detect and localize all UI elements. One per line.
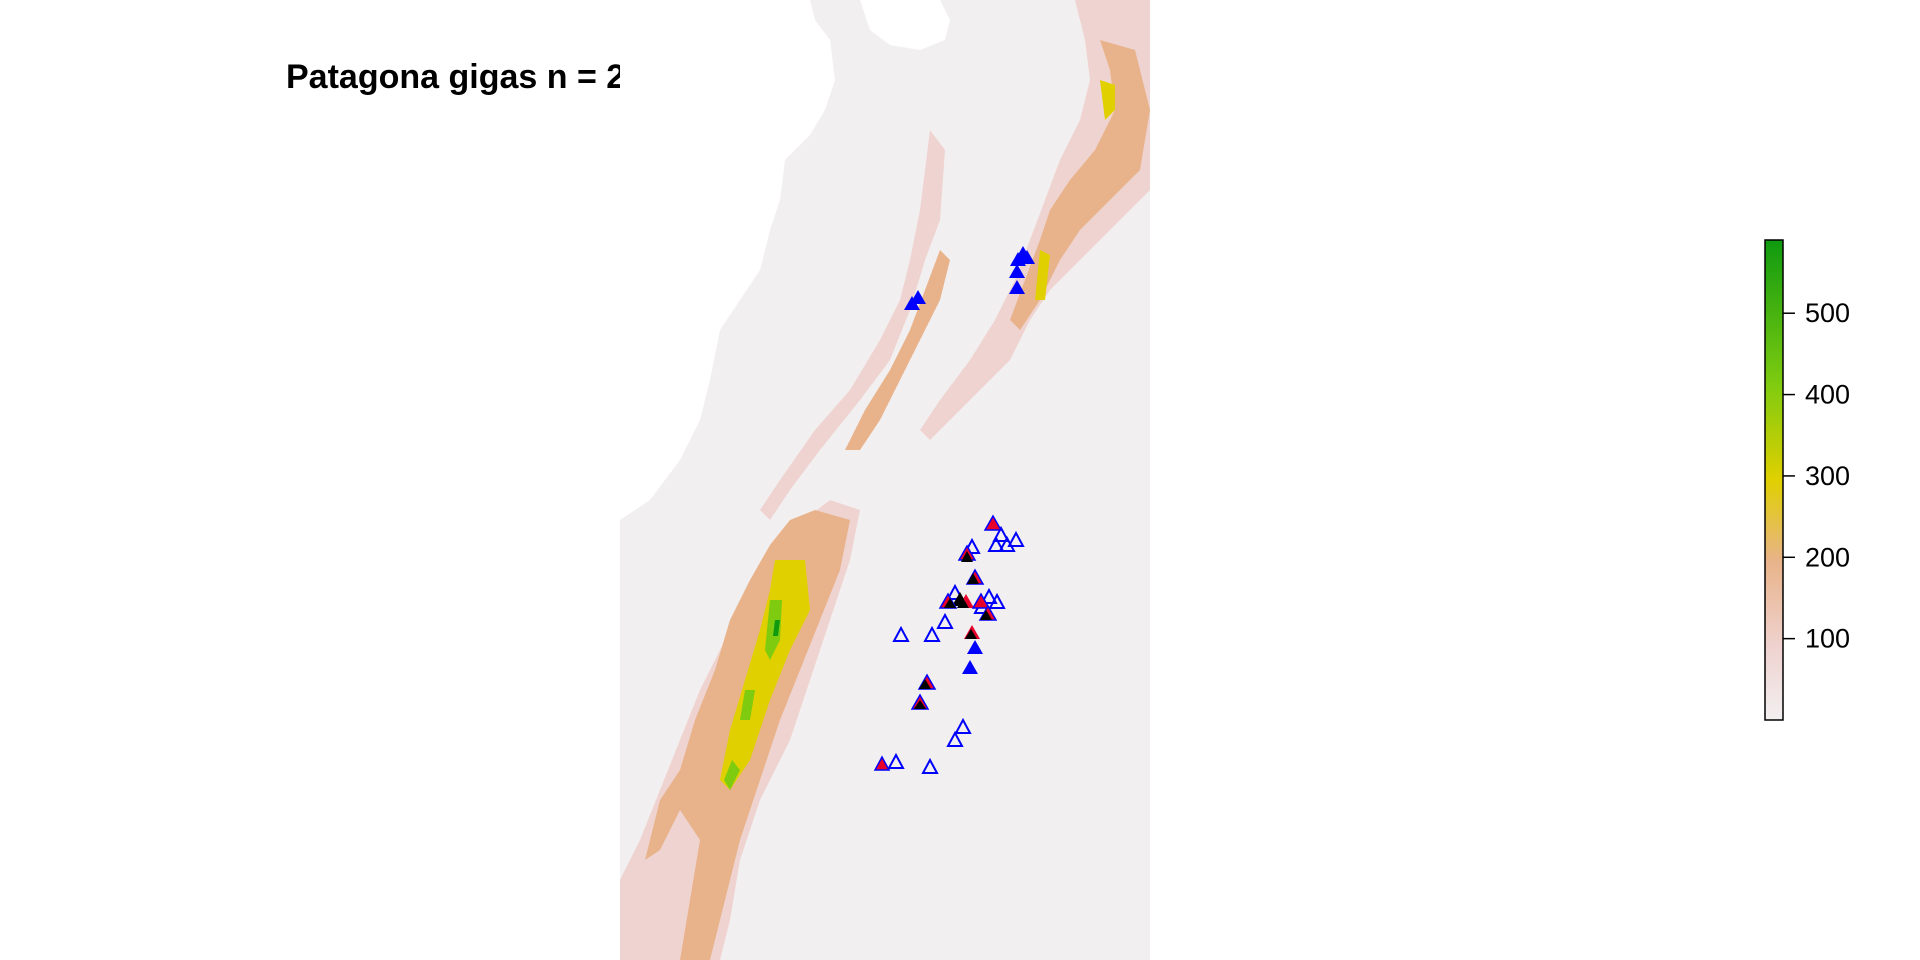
central-cordillera bbox=[760, 130, 945, 520]
filled-blue-points bbox=[904, 246, 1035, 674]
southern-andes-peak bbox=[724, 600, 782, 790]
no-data-area-top bbox=[860, 0, 950, 50]
red-black-points bbox=[873, 514, 1003, 771]
central-cordillera-core bbox=[845, 250, 950, 450]
legend-tick-label: 300 bbox=[1805, 461, 1850, 491]
legend-tick-label: 200 bbox=[1805, 542, 1850, 572]
southern-andes-max bbox=[773, 620, 780, 636]
color-legend: 100 200 300 400 500 bbox=[1764, 239, 1850, 721]
legend-tick-label: 100 bbox=[1805, 624, 1850, 654]
eastern-cordillera-high bbox=[1035, 80, 1115, 300]
eastern-cordillera bbox=[920, 0, 1150, 440]
open-blue-points bbox=[887, 525, 1025, 774]
legend-tick-label: 500 bbox=[1805, 298, 1850, 328]
plot-title: Patagona gigas n = 27 bbox=[286, 58, 645, 96]
no-data-area bbox=[620, 0, 835, 520]
legend-ticks: 100 200 300 400 500 bbox=[1783, 298, 1850, 654]
legend-color-bar bbox=[1764, 239, 1784, 721]
suitability-map bbox=[620, 0, 1150, 960]
southern-andes-high bbox=[720, 560, 810, 790]
legend-tick-label: 400 bbox=[1805, 380, 1850, 410]
